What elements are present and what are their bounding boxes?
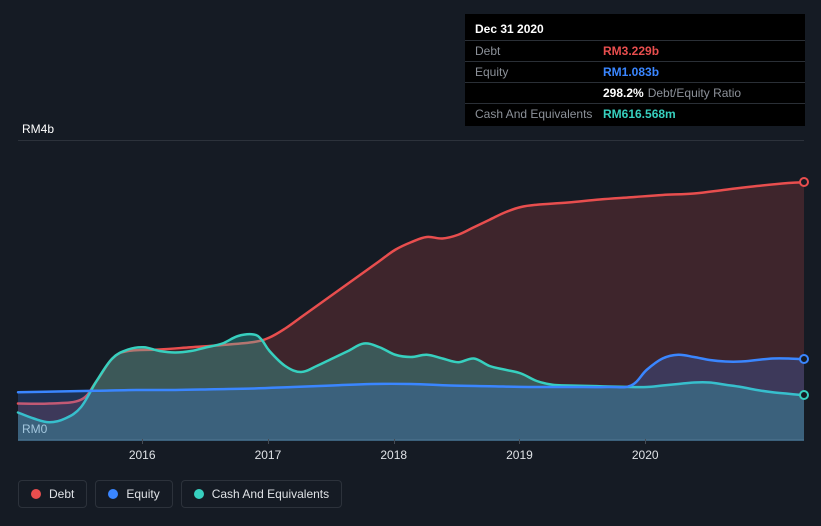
tooltip-row-label: Debt [475, 44, 603, 58]
equity-end-marker [799, 354, 809, 364]
legend-item[interactable]: Equity [95, 480, 172, 508]
tooltip-row-value: RM616.568m [603, 107, 676, 121]
x-tick [519, 439, 520, 444]
x-tick [142, 439, 143, 444]
tooltip-date: Dec 31 2020 [465, 16, 805, 40]
tooltip-row-label: Equity [475, 65, 603, 79]
tooltip-row: Cash And EquivalentsRM616.568m [465, 103, 805, 124]
x-axis-label: 2016 [129, 448, 156, 462]
tooltip-row: EquityRM1.083b [465, 61, 805, 82]
x-tick [645, 439, 646, 444]
tooltip-row: 298.2%Debt/Equity Ratio [465, 82, 805, 103]
legend-dot [108, 489, 118, 499]
x-axis-label: 2017 [255, 448, 282, 462]
debt-equity-chart: Dec 31 2020 DebtRM3.229bEquityRM1.083b29… [0, 0, 821, 526]
legend-dot [31, 489, 41, 499]
legend-item-label: Equity [126, 487, 159, 501]
plot-area[interactable] [18, 140, 804, 440]
legend-item-label: Debt [49, 487, 74, 501]
cash-end-marker [799, 390, 809, 400]
legend-item-label: Cash And Equivalents [212, 487, 329, 501]
x-axis: 2016 2017 2018 2019 2020 [18, 444, 804, 464]
x-axis-label: 2019 [506, 448, 533, 462]
debt-end-marker [799, 177, 809, 187]
tooltip-row-label: Cash And Equivalents [475, 107, 603, 121]
legend-item[interactable]: Debt [18, 480, 87, 508]
tooltip-row-value: RM3.229b [603, 44, 659, 58]
y-axis-max-label: RM4b [22, 122, 54, 136]
x-tick [394, 439, 395, 444]
tooltip-row: DebtRM3.229b [465, 40, 805, 61]
x-axis-label: 2020 [632, 448, 659, 462]
tooltip-row-value: 298.2%Debt/Equity Ratio [603, 86, 741, 100]
tooltip-row-label [475, 86, 603, 100]
chart-tooltip: Dec 31 2020 DebtRM3.229bEquityRM1.083b29… [465, 14, 805, 126]
tooltip-row-value: RM1.083b [603, 65, 659, 79]
legend-dot [194, 489, 204, 499]
legend-item[interactable]: Cash And Equivalents [181, 480, 342, 508]
tooltip-ratio-label: Debt/Equity Ratio [648, 86, 741, 100]
x-axis-label: 2018 [380, 448, 407, 462]
legend: Debt Equity Cash And Equivalents [18, 480, 342, 508]
x-tick [268, 439, 269, 444]
